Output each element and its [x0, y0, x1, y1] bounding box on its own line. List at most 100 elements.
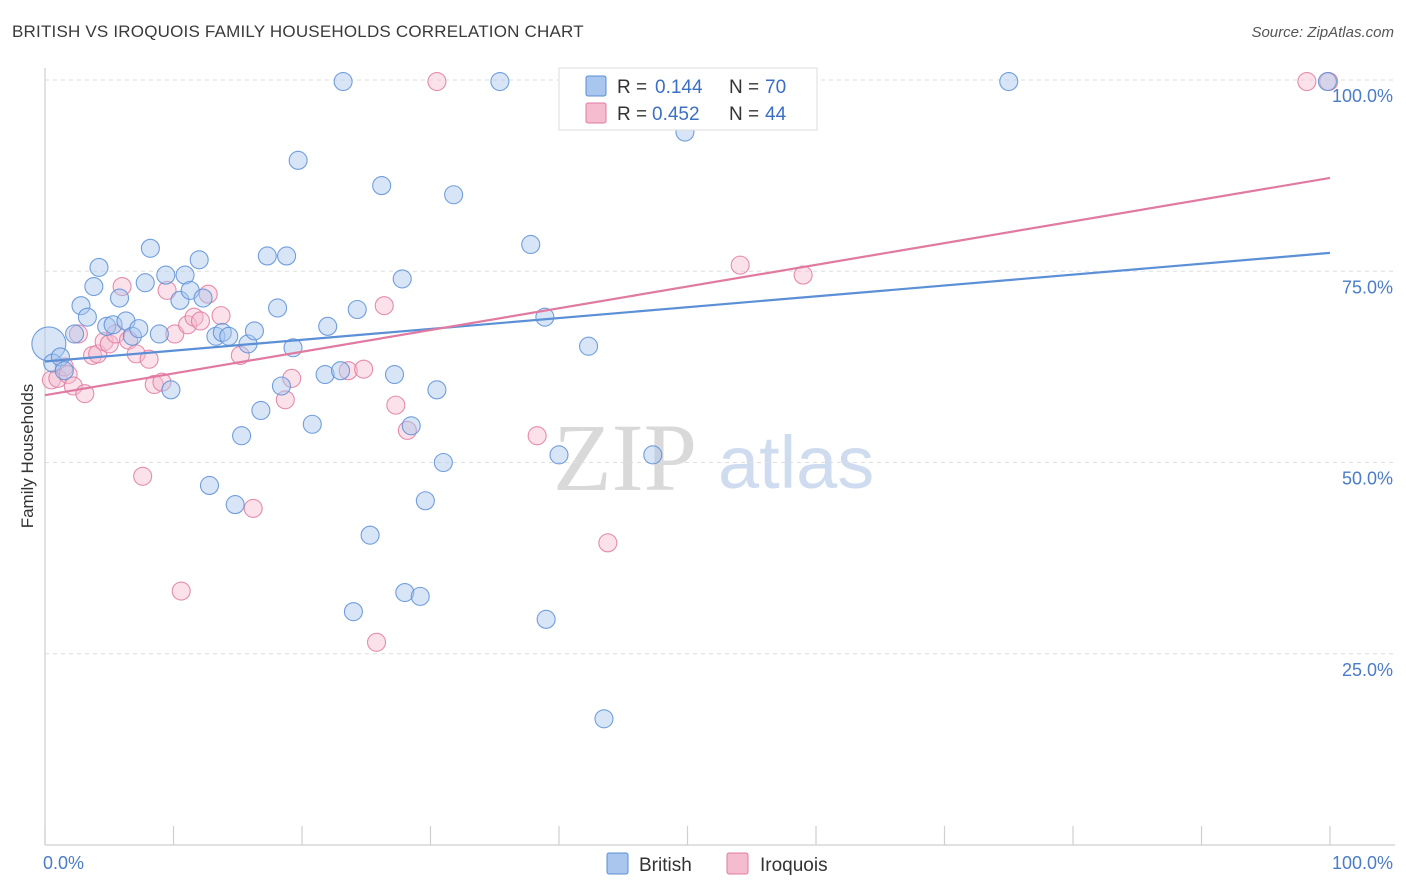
british-point [594, 709, 614, 729]
british-point [193, 288, 213, 308]
iroquois-point [198, 284, 218, 304]
british-point [490, 71, 510, 92]
legend-iroquois-swatch [585, 102, 607, 124]
british-point [175, 265, 195, 285]
british-point [302, 414, 322, 434]
british-points [31, 71, 1337, 729]
legend-iroquois-r-value: 0.452 [652, 104, 700, 125]
british-point [135, 273, 155, 293]
british-point [415, 491, 435, 511]
british-point [372, 176, 392, 196]
iroquois-point [230, 345, 250, 365]
british-point [392, 269, 412, 289]
x-ticks [44, 826, 1331, 845]
y-tick-label: 75.0% [1342, 277, 1393, 297]
chart-title: BRITISH VS IROQUOIS FAMILY HOUSEHOLDS CO… [12, 22, 584, 41]
iroquois-point [178, 315, 198, 335]
correlation-legend: R = 0.144 N = 70 R = 0.452 N = 44 [558, 67, 818, 131]
iroquois-point [165, 324, 185, 344]
british-point [643, 445, 663, 465]
british-point [257, 246, 277, 266]
iroquois-trend-line [44, 176, 1331, 397]
british-point [97, 316, 117, 336]
british-point [343, 602, 363, 622]
y-tick-label: 50.0% [1342, 469, 1393, 489]
british-point [84, 276, 104, 297]
legend-iroquois-n-value: 44 [765, 104, 787, 125]
british-point [71, 296, 91, 316]
y-tick-label: 100.0% [1332, 86, 1393, 106]
british-point [149, 324, 169, 344]
iroquois-point [354, 359, 374, 379]
iroquois-point [598, 533, 618, 553]
iroquois-point [527, 426, 547, 446]
british-point [347, 299, 367, 320]
british-point [225, 495, 245, 515]
british-point [1317, 71, 1337, 92]
legend-british-n-value: 70 [765, 77, 786, 98]
y-tick-label: 25.0% [1342, 660, 1393, 680]
british-point [315, 364, 335, 385]
british-point [333, 71, 353, 92]
british-point [433, 452, 453, 473]
bottom-legend-iroquois-label: Iroquois [760, 855, 828, 876]
british-point [268, 298, 288, 318]
british-point [999, 71, 1019, 92]
bottom-legend-british-label: British [639, 855, 692, 876]
british-point [65, 324, 85, 344]
iroquois-point [282, 368, 302, 388]
x-tick-label-max: 100.0% [1332, 853, 1393, 873]
british-point [244, 321, 265, 341]
iroquois-point [730, 255, 750, 275]
bottom-legend-british-swatch [606, 852, 629, 875]
legend-iroquois-r-label: R = [617, 104, 647, 125]
iroquois-point [94, 332, 114, 352]
british-point [549, 445, 569, 465]
british-point [170, 290, 190, 310]
legend-iroquois-n-label: N = [729, 104, 759, 125]
british-point [536, 609, 556, 629]
iroquois-point [386, 395, 406, 415]
british-point [271, 376, 291, 396]
legend-british-r-label: R = [617, 77, 647, 98]
british-point [427, 380, 447, 400]
gridlines [45, 79, 1395, 655]
legend-british-r-value: 0.144 [655, 77, 703, 98]
iroquois-point [133, 466, 153, 486]
british-point [89, 257, 109, 277]
iroquois-point [112, 276, 132, 297]
iroquois-point [58, 364, 78, 385]
british-point [140, 238, 160, 258]
british-point [103, 315, 123, 335]
british-point [189, 250, 209, 270]
legend-british-swatch [585, 75, 607, 97]
iroquois-point [427, 71, 447, 92]
iroquois-point [243, 498, 263, 518]
british-point [330, 361, 351, 381]
british-point [232, 426, 252, 446]
british-point [219, 326, 239, 346]
watermark-zip: ZIP [553, 404, 697, 511]
british-point [360, 525, 380, 545]
iroquois-points [41, 71, 1339, 652]
iroquois-point [211, 306, 231, 326]
british-point [401, 416, 421, 436]
british-point [251, 400, 271, 421]
source-label: Source: ZipAtlas.com [1251, 24, 1394, 41]
iroquois-point [48, 368, 68, 388]
british-point [129, 319, 149, 339]
iroquois-point [171, 581, 191, 601]
british-point [77, 307, 97, 327]
iroquois-point [139, 349, 159, 369]
y-tick-labels: 25.0% 50.0% 75.0% 100.0% [1332, 86, 1393, 680]
iroquois-point [374, 296, 394, 316]
british-point [521, 234, 541, 255]
british-point [384, 364, 405, 385]
british-point [199, 475, 220, 496]
iroquois-point [190, 311, 211, 331]
trend-lines [44, 176, 1331, 397]
british-point [54, 361, 74, 381]
iroquois-point [338, 361, 358, 381]
british-point [579, 336, 599, 356]
